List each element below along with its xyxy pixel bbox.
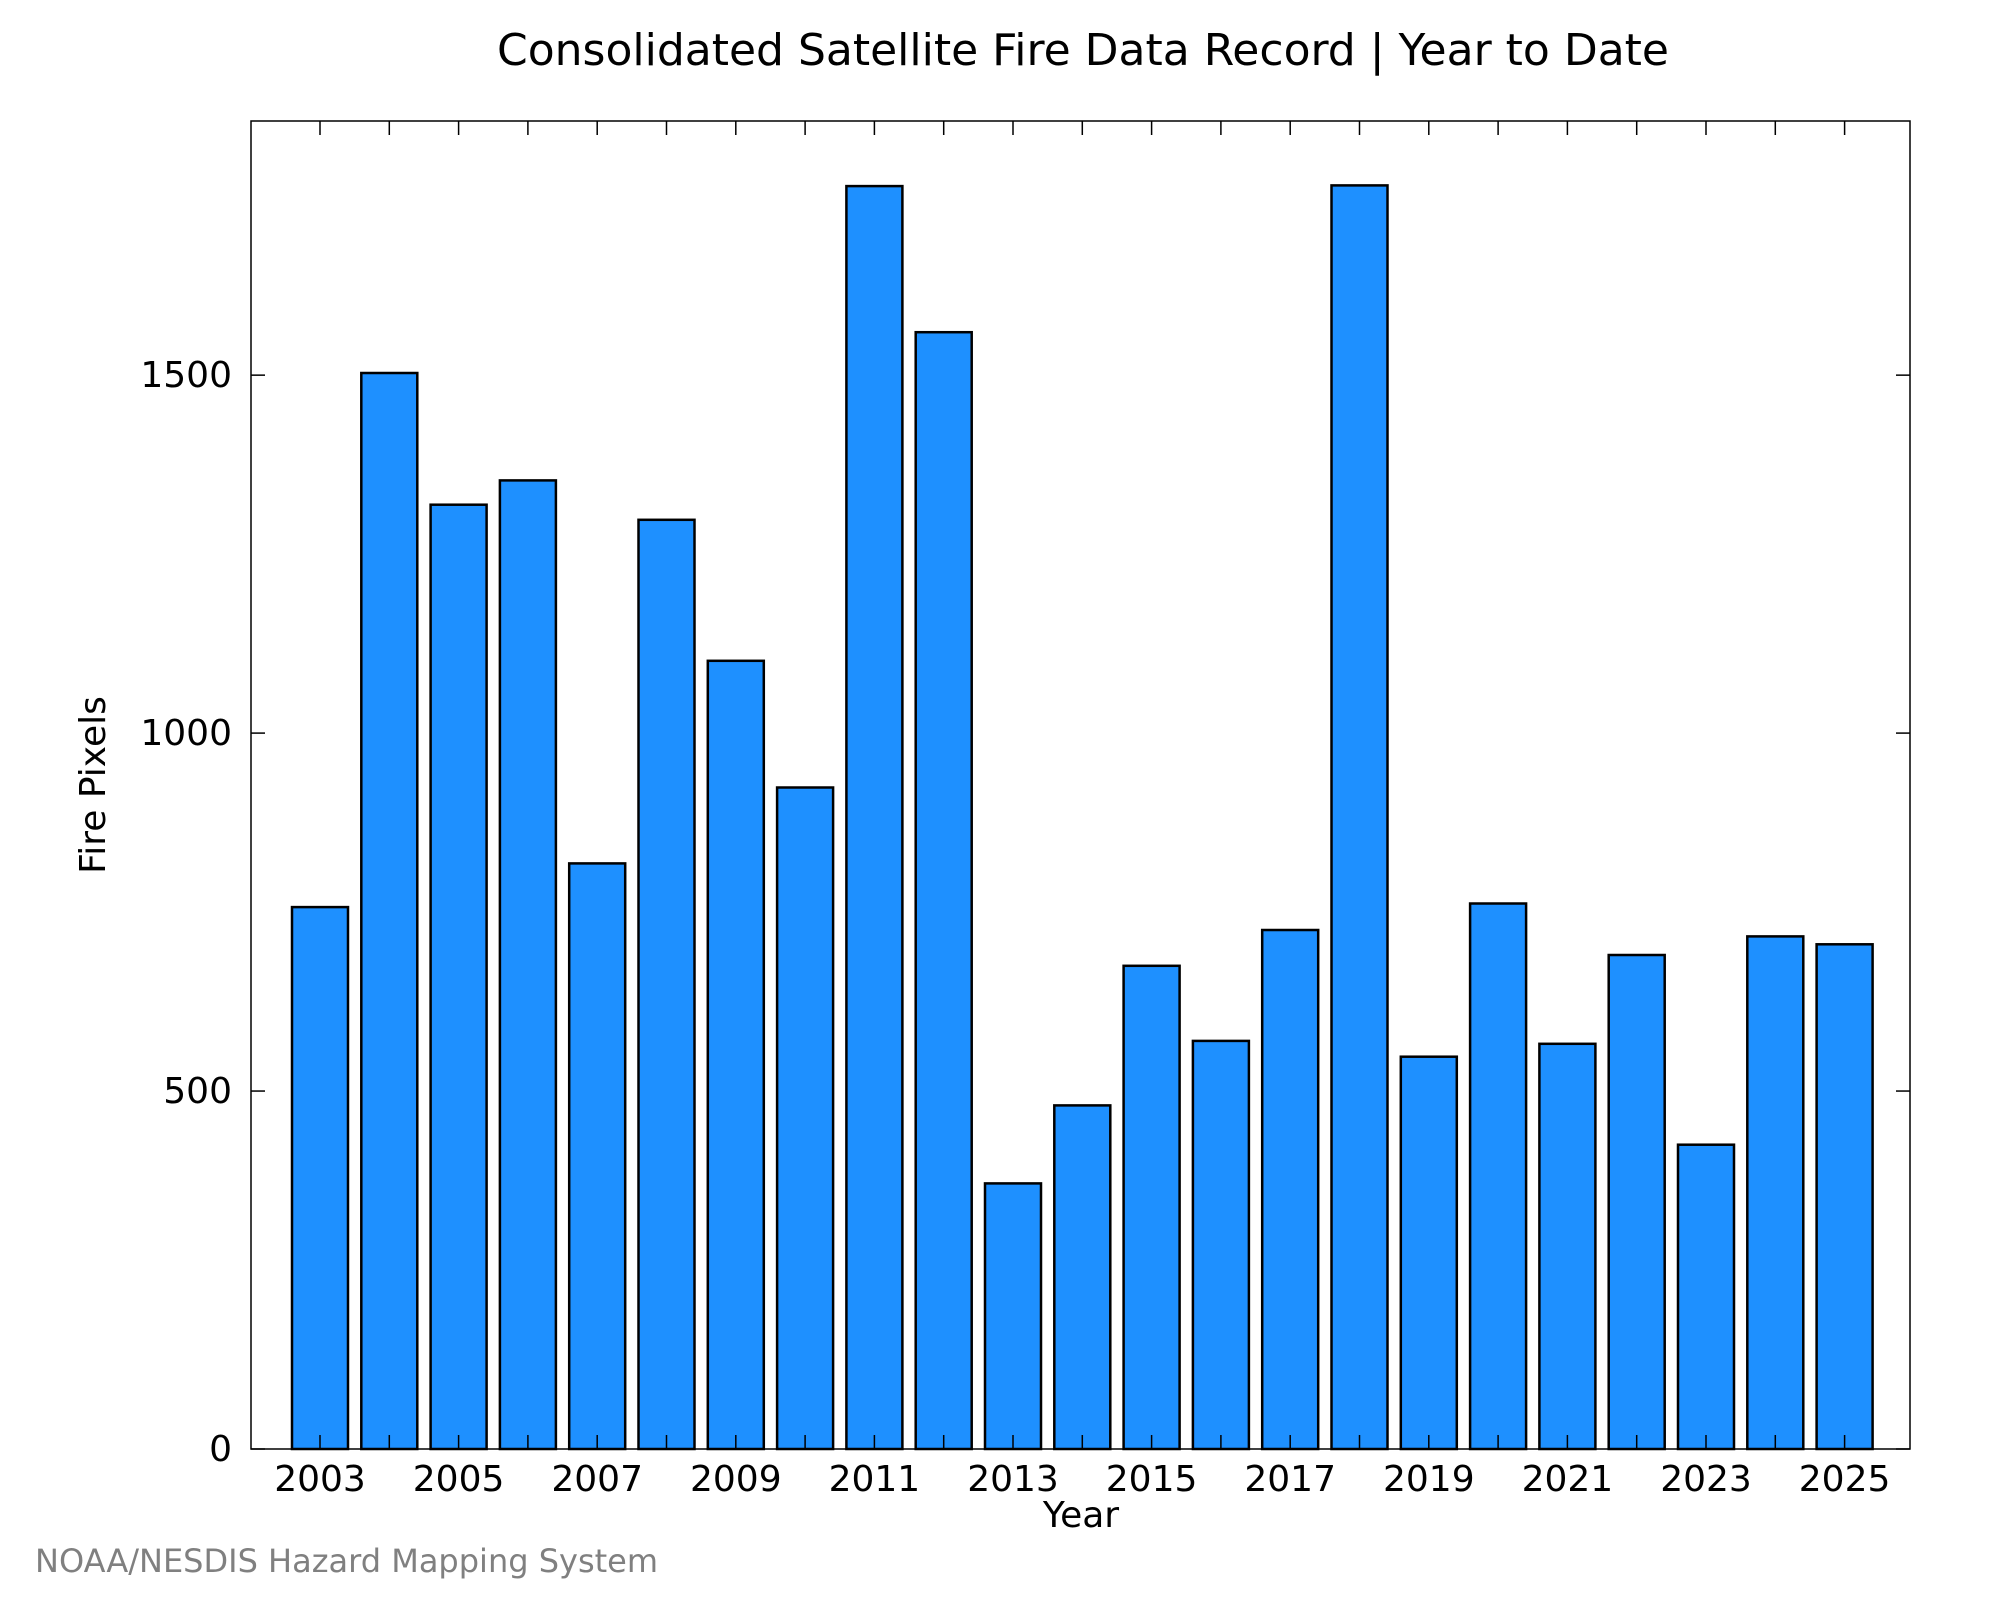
bar-2003: [290, 905, 350, 1451]
bar-2017: [1260, 928, 1320, 1451]
x-tick-label-2013: 2013: [967, 1459, 1059, 1500]
bar-2011: [845, 184, 904, 1451]
bar-2010: [775, 786, 835, 1451]
bar-2013: [983, 1182, 1043, 1451]
y-ticks: 0 500 1000 1500: [140, 355, 1910, 1470]
bar-2014: [1053, 1104, 1112, 1451]
bar-2024: [1746, 935, 1805, 1451]
y-tick-label-1500: 1500: [140, 355, 232, 396]
bar-2016: [1191, 1039, 1251, 1451]
bar-2005: [429, 503, 488, 1451]
x-tick-label-2021: 2021: [1522, 1459, 1614, 1500]
x-tick-label-2017: 2017: [1244, 1459, 1336, 1500]
bar-2004: [360, 371, 419, 1451]
plot-frame: [250, 120, 1911, 1450]
bar-2023: [1676, 1143, 1736, 1451]
x-tick-label-2025: 2025: [1799, 1459, 1891, 1500]
y-tick-label-1000: 1000: [140, 713, 232, 754]
bar-2012: [914, 330, 973, 1451]
chart-title: Consolidated Satellite Fire Data Record …: [497, 25, 1669, 76]
bar-2021: [1538, 1042, 1597, 1451]
bar-2006: [498, 479, 558, 1451]
x-tick-label-2007: 2007: [551, 1459, 643, 1500]
bar-2022: [1607, 953, 1666, 1451]
bar-2019: [1399, 1055, 1459, 1451]
bar-2025: [1815, 943, 1874, 1451]
bar-2020: [1468, 902, 1528, 1451]
x-tick-label-2011: 2011: [829, 1459, 921, 1500]
x-tick-label-2019: 2019: [1383, 1459, 1475, 1500]
bars: [290, 184, 1874, 1451]
x-tick-label-2009: 2009: [690, 1459, 782, 1500]
bar-2007: [567, 862, 627, 1451]
x-tick-label-2003: 2003: [274, 1459, 366, 1500]
bar-2015: [1122, 964, 1181, 1451]
x-ticks: 2003 2005 2007 2009 2011 2013 2015 2017 2019 2021…: [274, 121, 1890, 1500]
x-tick-label-2015: 2015: [1106, 1459, 1198, 1500]
bar-2018: [1330, 184, 1389, 1451]
y-axis-label: Fire Pixels: [73, 696, 114, 874]
y-tick-label-0: 0: [209, 1429, 232, 1470]
x-tick-label-2005: 2005: [413, 1459, 505, 1500]
x-axis-label: Year: [1042, 1495, 1119, 1536]
bar-2008: [637, 518, 696, 1451]
y-tick-label-500: 500: [163, 1071, 232, 1112]
x-tick-label-2023: 2023: [1660, 1459, 1752, 1500]
credit-text: NOAA/NESDIS Hazard Mapping System: [35, 1542, 658, 1580]
bar-2009: [706, 659, 766, 1451]
